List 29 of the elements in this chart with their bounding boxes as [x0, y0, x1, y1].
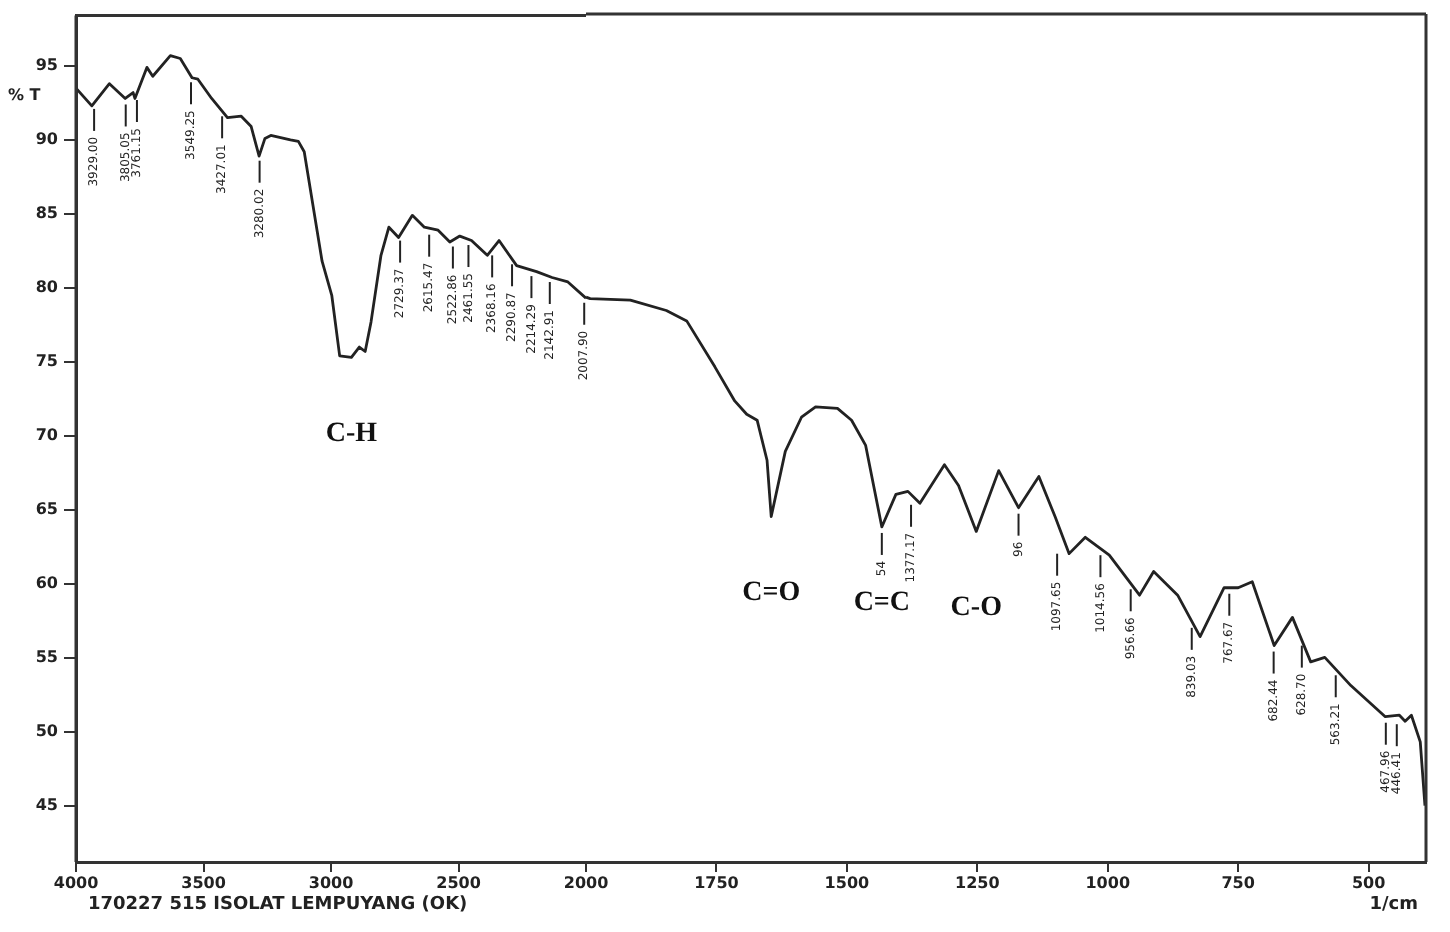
x-tick-label: 1500 [824, 873, 870, 892]
x-tick-label: 4000 [53, 873, 100, 892]
y-tick-label: 55 [35, 647, 59, 666]
x-tick-label: 1750 [694, 873, 740, 892]
y-tick-label: 60 [35, 573, 59, 592]
y-tick-label: 50 [35, 721, 59, 740]
annotation: C=C [853, 588, 911, 619]
y-tick-label: 80 [35, 278, 59, 297]
x-tick-label: 3500 [181, 873, 227, 892]
x-tick-label: 2500 [436, 873, 482, 892]
annotation: C-H [325, 418, 378, 449]
x-tick-label: 500 [1351, 873, 1387, 892]
y-tick-label: 65 [35, 499, 59, 518]
y-tick-label: 45 [35, 795, 59, 814]
annotation: C=O [742, 577, 801, 608]
y-axis-title: % T [8, 85, 42, 104]
y-tick-label: 90 [35, 130, 59, 149]
annotation: C-O [950, 592, 1003, 623]
y-tick-label: 95 [35, 56, 59, 75]
x-tick-label: 2000 [563, 873, 610, 892]
y-tick-label: 70 [35, 426, 59, 444]
x-axis-title: 1/cm [1369, 894, 1418, 915]
x-tick-label: 1250 [955, 873, 1001, 892]
text: 170227 515 ISOLAT LEMPUYANG (OK) [88, 894, 468, 915]
y-tick-label: 75 [35, 352, 59, 371]
x-tick-label: 750 [1221, 873, 1256, 892]
x-tick-label: 1000 [1085, 873, 1131, 892]
y-tick-label: 85 [35, 204, 59, 223]
x-tick-label: 3000 [308, 873, 355, 892]
